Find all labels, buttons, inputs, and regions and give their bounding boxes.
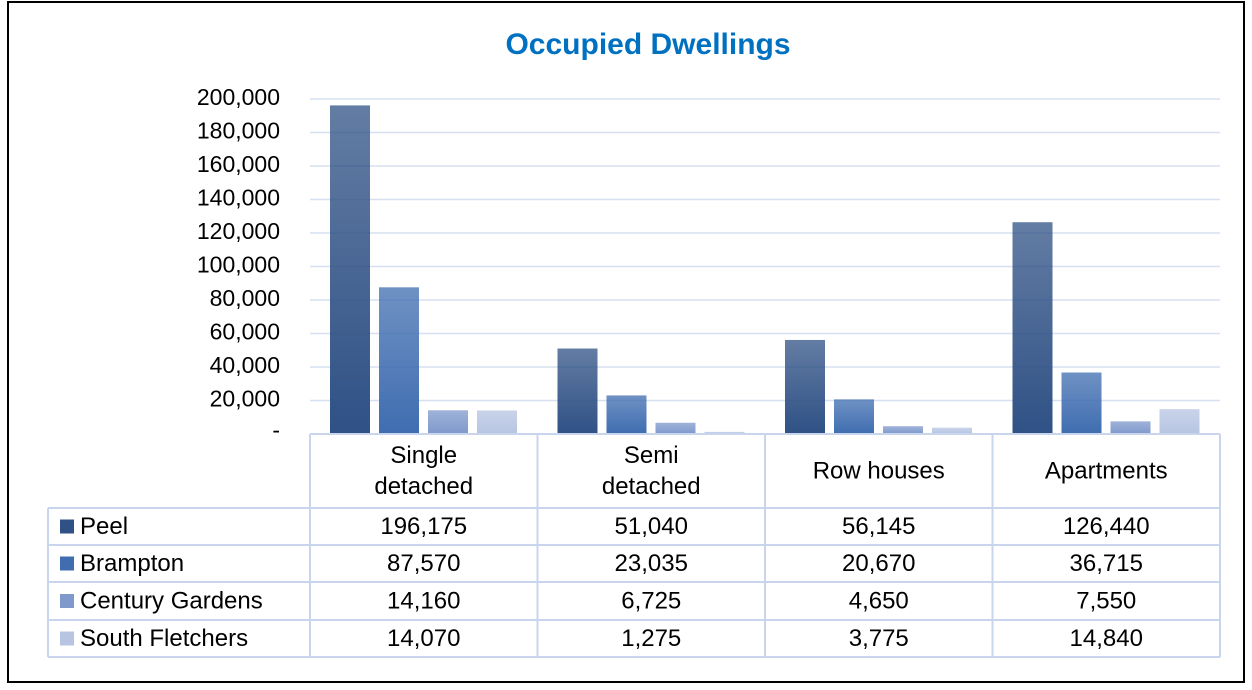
y-tick-label: 200,000 (197, 84, 280, 110)
legend-swatch (60, 631, 74, 646)
legend-label: Century Gardens (80, 587, 263, 614)
legend-label: Brampton (80, 550, 184, 577)
bar (1061, 372, 1102, 434)
table-value: 6,725 (621, 587, 681, 614)
legend-label: Peel (80, 513, 128, 540)
table-value: 7,550 (1076, 587, 1136, 614)
table-value: 20,670 (842, 550, 915, 577)
y-tick-label: 120,000 (197, 218, 280, 244)
table-value: 87,570 (387, 550, 460, 577)
table-value: 14,160 (387, 587, 460, 614)
legend-swatch (60, 556, 74, 571)
bar (1012, 222, 1053, 434)
y-tick-label: 180,000 (197, 118, 280, 144)
table-value: 196,175 (380, 513, 467, 540)
table-value: 4,650 (849, 587, 909, 614)
y-tick-label: 140,000 (197, 185, 280, 211)
bar (1159, 409, 1200, 434)
y-tick-label: 60,000 (210, 319, 280, 345)
table-value: 51,040 (615, 513, 688, 540)
bar (883, 426, 923, 434)
bar (330, 105, 370, 435)
table-value: 36,715 (1070, 550, 1143, 577)
table-value: 1,275 (621, 625, 681, 652)
legend-label: South Fletchers (80, 625, 248, 652)
y-tick-label: 80,000 (210, 285, 280, 311)
x-tick-label: Semi detached (601, 442, 701, 500)
bar (557, 348, 598, 434)
legend-swatch (60, 594, 74, 608)
y-tick-label: 160,000 (197, 151, 280, 177)
bar (606, 395, 647, 434)
bar (477, 410, 517, 434)
table-value: 3,775 (849, 625, 909, 652)
chart-border (7, 1, 1245, 683)
bar (834, 399, 874, 434)
x-tick-label: Row houses (812, 457, 945, 485)
table-value: 14,070 (387, 625, 460, 652)
y-tick-label: 100,000 (197, 252, 280, 278)
chart-title: Occupied Dwellings (505, 28, 790, 61)
y-tick-label: 40,000 (210, 352, 280, 378)
bar (932, 427, 972, 434)
bar (655, 422, 696, 434)
bar (1110, 421, 1151, 434)
y-tick-label: 20,000 (210, 386, 280, 412)
table-value: 14,840 (1070, 625, 1143, 652)
x-tick-label: Apartments (1044, 457, 1168, 485)
y-tick-label: - (272, 417, 280, 443)
bar (428, 410, 468, 434)
x-tick-label: Single detached (374, 442, 474, 500)
bar (785, 339, 825, 434)
bar (379, 287, 419, 434)
legend-swatch (60, 519, 74, 534)
bar (704, 431, 745, 434)
table-value: 56,145 (842, 513, 915, 540)
table-value: 23,035 (615, 550, 688, 577)
table-value: 126,440 (1063, 513, 1150, 540)
